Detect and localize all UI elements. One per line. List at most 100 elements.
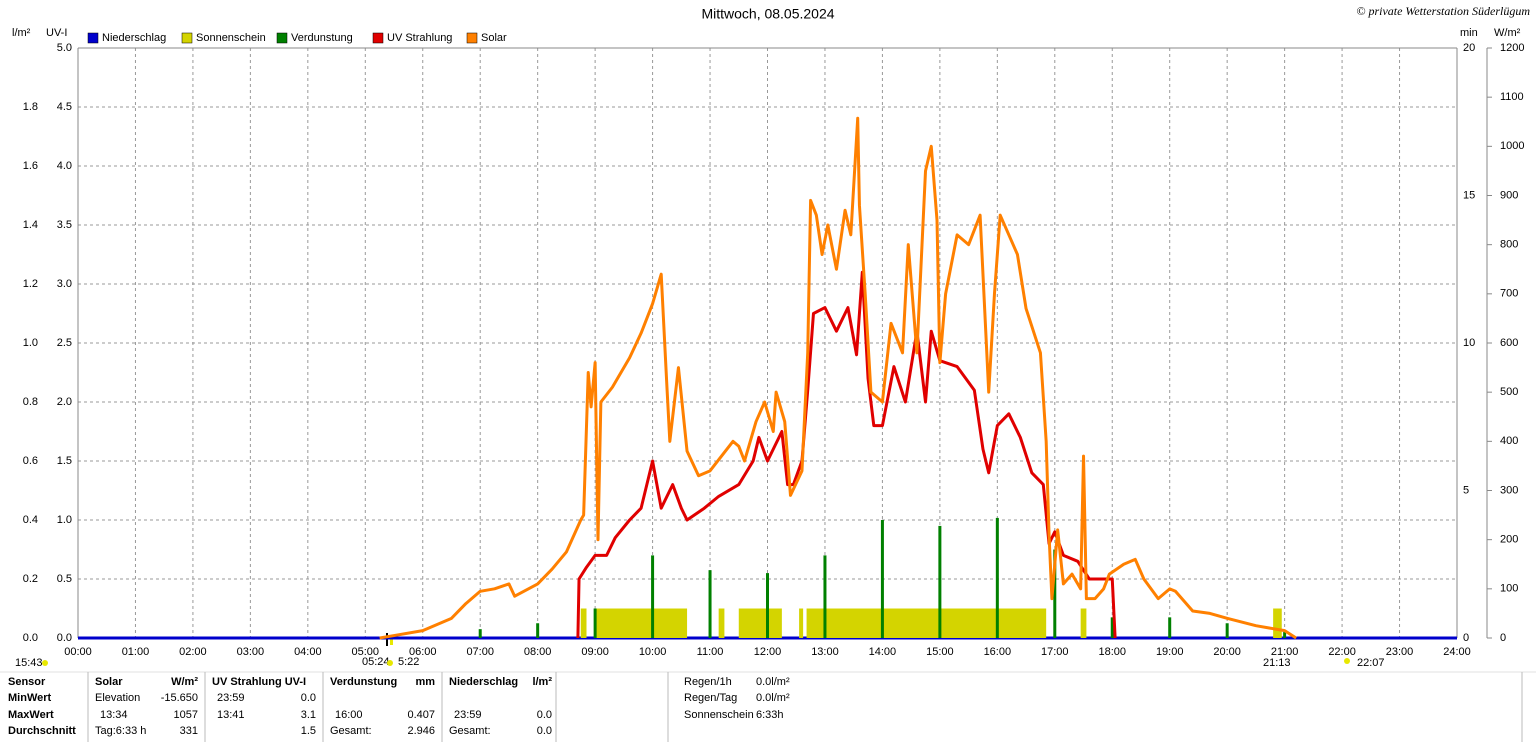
x-tick-label: 12:00 — [754, 646, 782, 658]
table-cell: 0.0 — [537, 709, 552, 721]
table-cell: Durchschnitt — [8, 725, 76, 737]
y3-tick-label: 300 — [1500, 484, 1518, 496]
table-cell: 1057 — [174, 709, 198, 721]
series-line — [576, 270, 1117, 639]
y3-tick-label: 1100 — [1500, 91, 1524, 103]
summary-value: 6:33h — [756, 709, 784, 721]
y2-tick-label: 5 — [1463, 484, 1469, 496]
sunshine-bar — [799, 608, 804, 638]
uv-tick-label: 0.5 — [57, 573, 72, 585]
table-cell: Elevation — [95, 692, 140, 704]
sunshine-bar — [738, 608, 782, 638]
evaporation-bar — [1283, 632, 1287, 638]
table-cell: W/m² — [171, 676, 198, 688]
x-tick-label: 11:00 — [697, 646, 724, 658]
legend-swatch — [276, 32, 288, 44]
legend-swatch — [372, 32, 384, 44]
sun-dot — [1344, 658, 1350, 664]
uv-tick-label: 3.0 — [57, 278, 72, 290]
table-cell: 0.0 — [301, 692, 316, 704]
table-cell: 0.407 — [407, 709, 435, 721]
time-marker: 21:13 — [1263, 657, 1291, 669]
x-tick-label: 15:00 — [926, 646, 954, 658]
x-tick-label: 09:00 — [581, 646, 609, 658]
time-marker: 22:07 — [1357, 657, 1385, 669]
evaporation-bar — [766, 573, 769, 638]
time-marker: 5:22 — [398, 656, 419, 668]
y3-tick-label: 900 — [1500, 189, 1518, 201]
summary-value: 0.0l/m² — [756, 676, 790, 688]
sunshine-bar — [1273, 608, 1282, 638]
evaporation-bar — [651, 555, 655, 638]
x-tick-label: 06:00 — [409, 646, 437, 658]
y-tick-label: 1.6 — [23, 160, 38, 172]
x-tick-label: 19:00 — [1156, 646, 1184, 658]
y-tick-label: 1.2 — [23, 278, 38, 290]
table-cell: Gesamt: — [449, 725, 491, 737]
table-cell: 1.5 — [301, 725, 316, 737]
x-tick-label: 20:00 — [1213, 646, 1241, 658]
x-tick-label: 08:00 — [524, 646, 552, 658]
x-tick-label: 17:00 — [1041, 646, 1069, 658]
y2-tick-label: 20 — [1463, 42, 1475, 54]
table-cell: UV Strahlung UV-I — [212, 676, 306, 688]
y3-tick-label: 700 — [1500, 288, 1518, 300]
y-tick-label: 1.8 — [23, 101, 38, 113]
time-marker: 05:24 — [362, 656, 390, 668]
evaporation-bar — [478, 629, 482, 638]
y3-tick-label: 1000 — [1500, 140, 1524, 152]
table-cell: 2.946 — [407, 725, 435, 737]
table-cell: MaxWert — [8, 709, 54, 721]
table-cell: 3.1 — [301, 709, 316, 721]
y-tick-label: 1.4 — [23, 219, 38, 231]
sunshine-bar — [1080, 608, 1087, 638]
y3-tick-label: 0 — [1500, 632, 1506, 644]
uv-tick-label: 1.5 — [57, 455, 72, 467]
legend-label: Solar — [481, 32, 507, 44]
table-cell: Sensor — [8, 676, 46, 688]
legend-label: Verdunstung — [291, 32, 353, 44]
time-marker: 15:43 — [15, 657, 43, 669]
table-cell: 13:34 — [100, 709, 128, 721]
table-cell: l/m² — [532, 676, 552, 688]
x-tick-label: 00:00 — [64, 646, 92, 658]
table-cell: 0.0 — [537, 725, 552, 737]
table-cell: Tag:6:33 h — [95, 725, 146, 737]
table-cell: 23:59 — [217, 692, 245, 704]
y-tick-label: 0.8 — [23, 396, 38, 408]
x-tick-label: 22:00 — [1328, 646, 1356, 658]
table-cell: Verdunstung — [330, 676, 397, 688]
uv-tick-label: 5.0 — [57, 42, 72, 54]
x-tick-label: 23:00 — [1386, 646, 1414, 658]
evaporation-bar — [1168, 617, 1172, 638]
y2-axis-label: min — [1460, 27, 1478, 39]
x-tick-label: 05:00 — [352, 646, 380, 658]
uv-tick-label: 4.5 — [57, 101, 72, 113]
evaporation-bar — [1053, 549, 1057, 638]
uv-tick-label: 0.0 — [57, 632, 72, 644]
legend-label: Sonnenschein — [196, 32, 266, 44]
uv-tick-label: 3.5 — [57, 219, 72, 231]
x-tick-label: 21:00 — [1271, 646, 1299, 658]
evaporation-bar — [938, 525, 942, 638]
evaporation-bar — [995, 517, 999, 638]
legend-label: Niederschlag — [102, 32, 166, 44]
table-cell: 16:00 — [335, 709, 363, 721]
y-tick-label: 0.6 — [23, 455, 38, 467]
sunshine-bar — [718, 608, 725, 638]
y3-tick-label: 200 — [1500, 534, 1518, 546]
x-tick-label: 14:00 — [869, 646, 897, 658]
evaporation-bar — [1225, 623, 1229, 638]
x-tick-label: 03:00 — [237, 646, 265, 658]
x-tick-label: 02:00 — [179, 646, 207, 658]
uv-tick-label: 2.5 — [57, 337, 72, 349]
y3-tick-label: 800 — [1500, 239, 1518, 251]
y2-tick-label: 0 — [1463, 632, 1469, 644]
y-axis-label: l/m² — [12, 27, 31, 39]
y3-axis-label: W/m² — [1494, 27, 1521, 39]
summary-value: 0.0l/m² — [756, 692, 790, 704]
y2-tick-label: 10 — [1463, 337, 1475, 349]
evaporation-bar — [823, 555, 827, 638]
x-tick-label: 01:00 — [122, 646, 150, 658]
copyright: © private Wetterstation Süderlügum — [1356, 4, 1530, 18]
